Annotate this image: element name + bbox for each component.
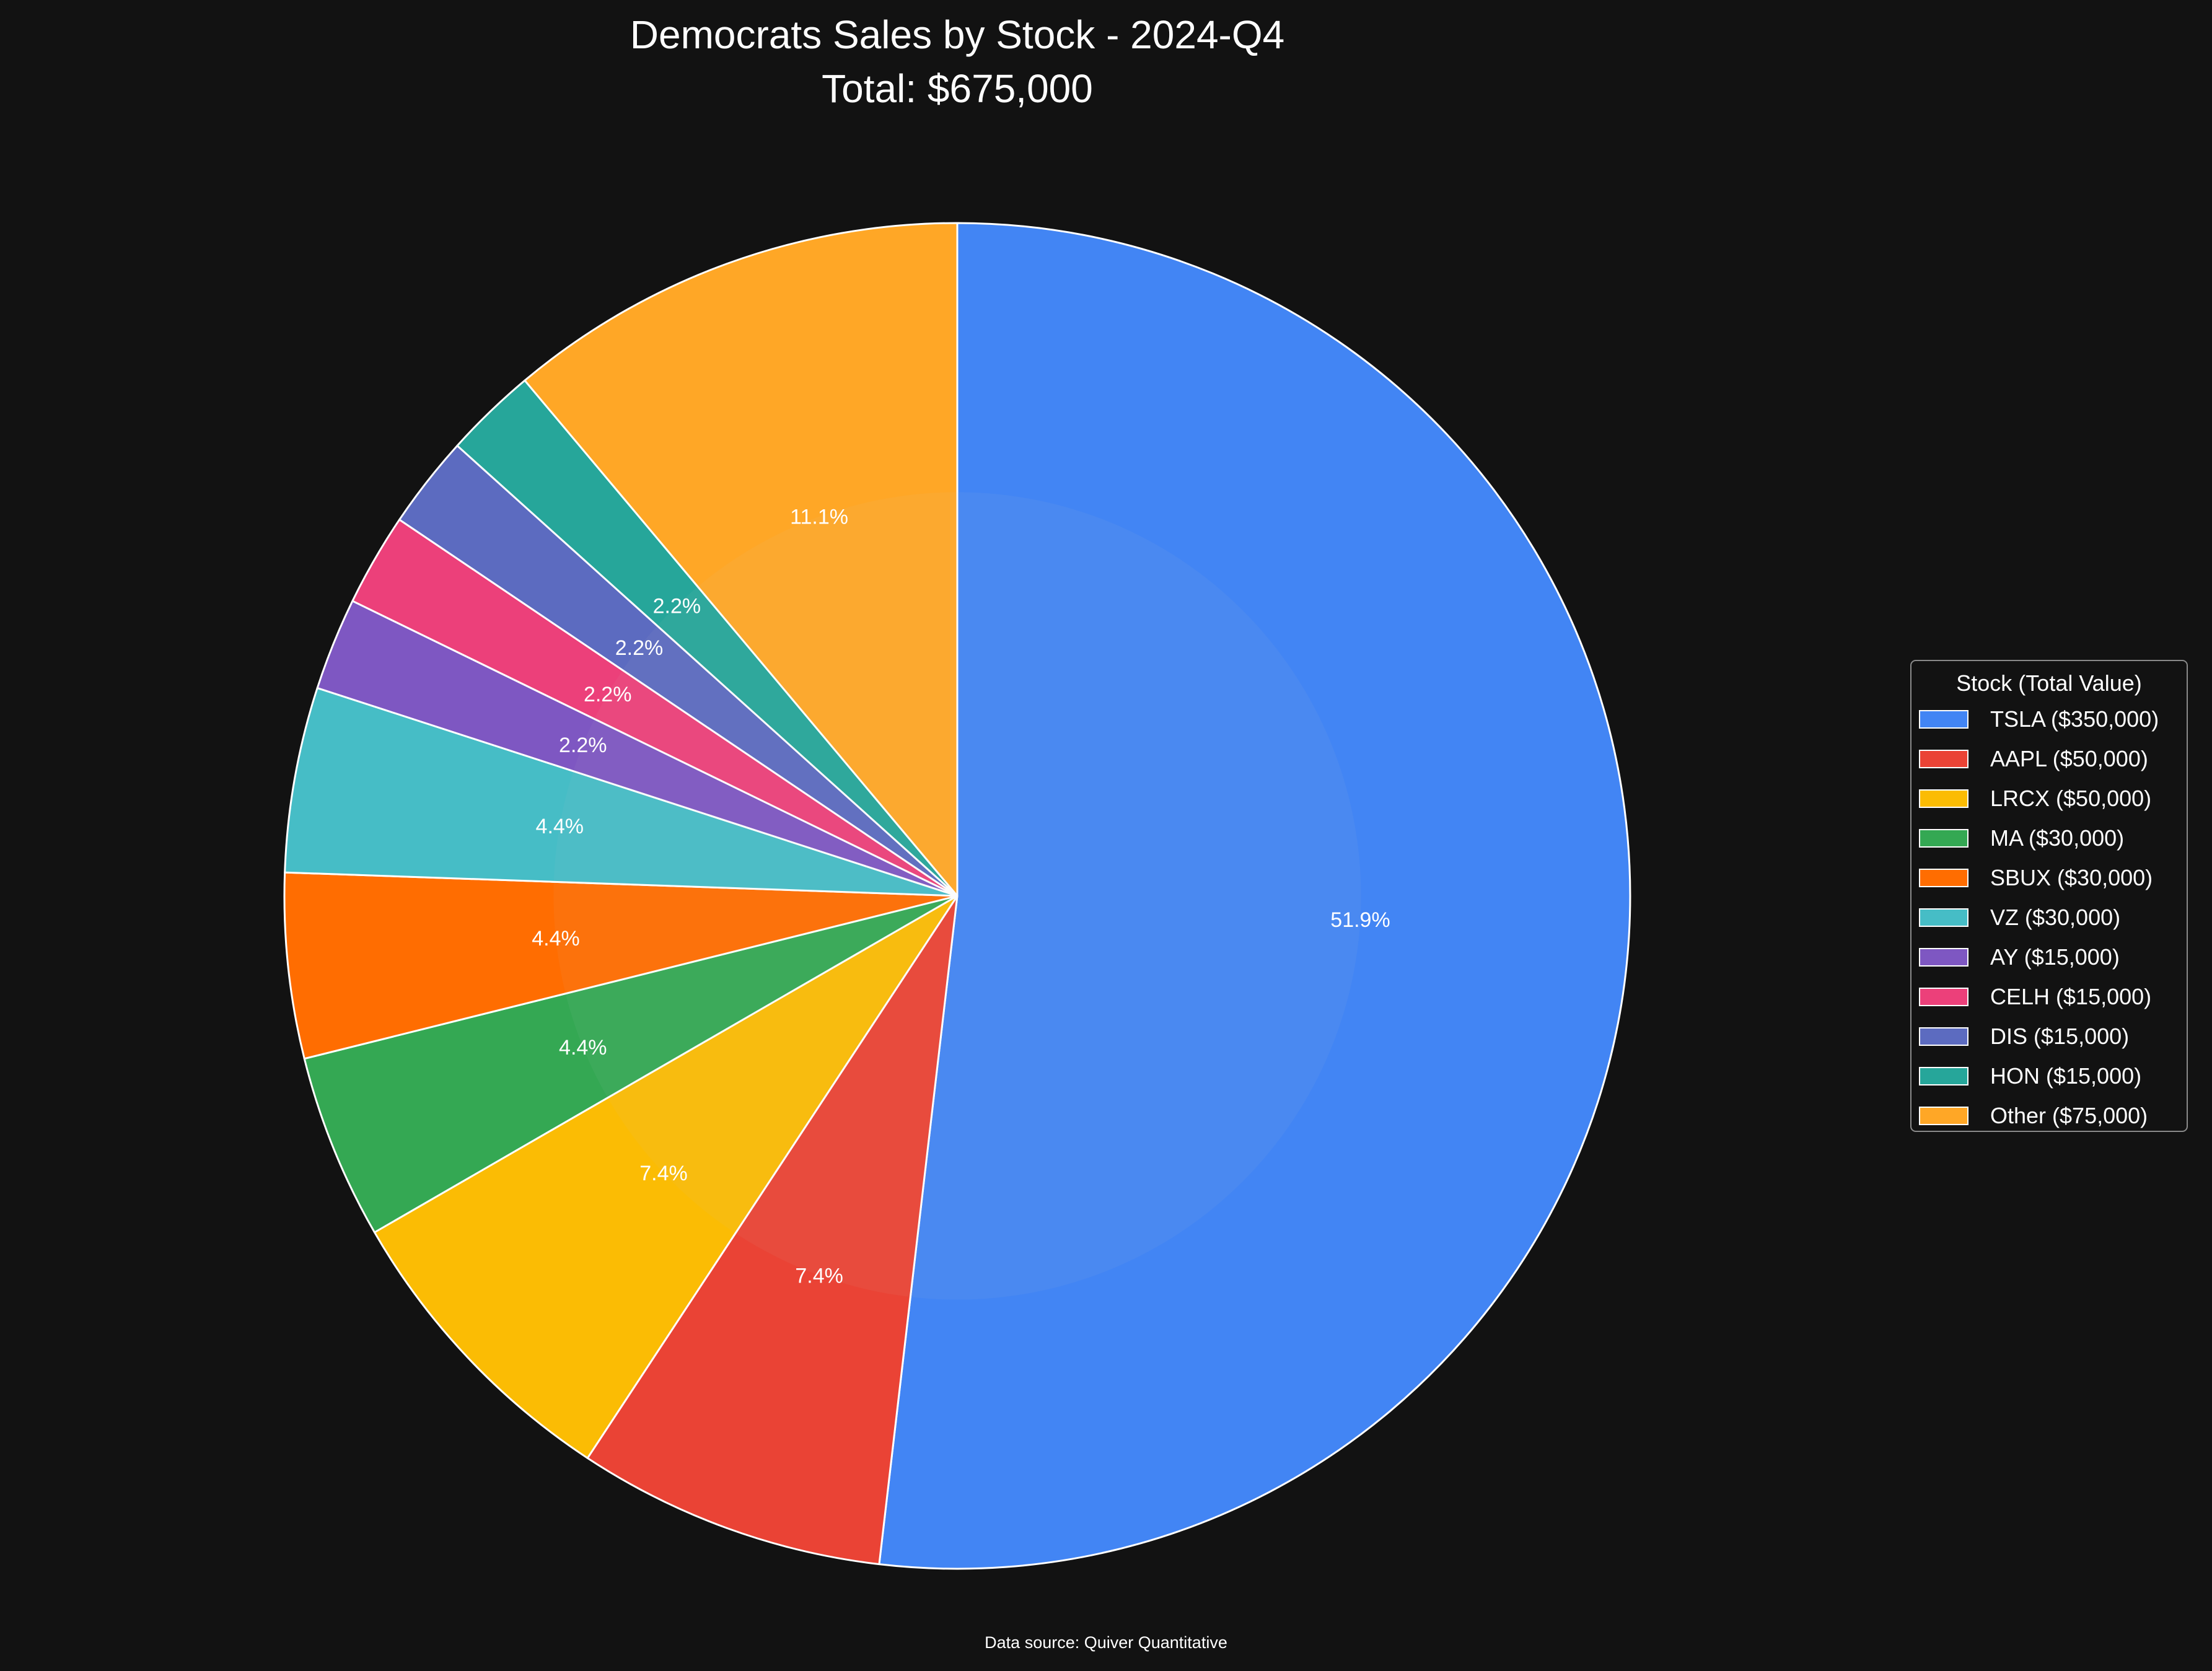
legend-label-ay: AY ($15,000) [1990, 944, 2120, 970]
legend-swatch-aapl [1919, 750, 1968, 768]
pie-slices [283, 222, 1631, 1570]
legend-title: Stock (Total Value) [1956, 670, 2141, 696]
pct-label-aapl: 7.4% [795, 1264, 843, 1287]
pct-label-tsla: 51.9% [1330, 908, 1390, 932]
chart-title: Democrats Sales by Stock - 2024-Q4 [630, 12, 1284, 57]
legend: Stock (Total Value) TSLA ($350,000) AAPL … [1910, 660, 2188, 1132]
legend-label-sbux: SBUX ($30,000) [1990, 865, 2153, 890]
pct-label-vz: 4.4% [536, 815, 584, 838]
legend-swatch-vz [1919, 908, 1968, 927]
legend-swatch-celh [1919, 988, 1968, 1006]
legend-swatch-lrcx [1919, 789, 1968, 808]
legend-items: TSLA ($350,000) AAPL ($50,000) LRCX ($50,0… [1919, 706, 2159, 1128]
legend-label-aapl: AAPL ($50,000) [1990, 746, 2148, 771]
pct-label-other: 11.1% [790, 506, 848, 529]
pct-label-sbux: 4.4% [532, 927, 580, 950]
legend-label-dis: DIS ($15,000) [1990, 1024, 2129, 1049]
pct-label-dis: 2.2% [615, 636, 664, 660]
pie-slice-vz [284, 686, 959, 897]
pie-slice-sbux [283, 871, 959, 1060]
data-source-note: Data source: Quiver Quantitative [985, 1633, 1227, 1652]
legend-swatch-ma [1919, 829, 1968, 848]
pie-slice-other [524, 222, 959, 897]
legend-swatch-ay [1919, 948, 1968, 967]
pct-label-ma: 4.4% [559, 1036, 607, 1059]
legend-label-ma: MA ($30,000) [1990, 825, 2124, 851]
pct-label-lrcx: 7.4% [639, 1162, 688, 1185]
legend-swatch-dis [1919, 1027, 1968, 1046]
percent-labels: 51.9% 7.4% 7.4% 4.4% 4.4% 4.4% 2.2% 2.2% 2.2% 2.2… [532, 506, 1390, 1288]
pie-slice-ma [303, 895, 959, 1234]
pie-slice-tsla [878, 222, 1631, 1570]
pct-label-celh: 2.2% [584, 683, 632, 706]
legend-box [1910, 660, 2188, 1132]
chart-subtitle: Total: $675,000 [822, 66, 1093, 111]
legend-swatch-hon [1919, 1067, 1968, 1085]
legend-label-other: Other ($75,000) [1990, 1103, 2148, 1128]
legend-label-lrcx: LRCX ($50,000) [1990, 786, 2151, 811]
legend-swatch-other [1919, 1107, 1968, 1125]
pct-label-ay: 2.2% [559, 734, 607, 757]
pie-slice-lrcx [374, 895, 959, 1459]
legend-label-celh: CELH ($15,000) [1990, 984, 2151, 1009]
legend-label-tsla: TSLA ($350,000) [1990, 706, 2159, 732]
pie-slice-aapl [586, 895, 959, 1566]
legend-label-vz: VZ ($30,000) [1990, 905, 2120, 930]
legend-swatch-tsla [1919, 710, 1968, 729]
pie-inner-overlay [553, 492, 1361, 1300]
legend-swatch-sbux [1919, 869, 1968, 887]
legend-label-hon: HON ($15,000) [1990, 1063, 2141, 1089]
pct-label-hon: 2.2% [653, 594, 701, 618]
